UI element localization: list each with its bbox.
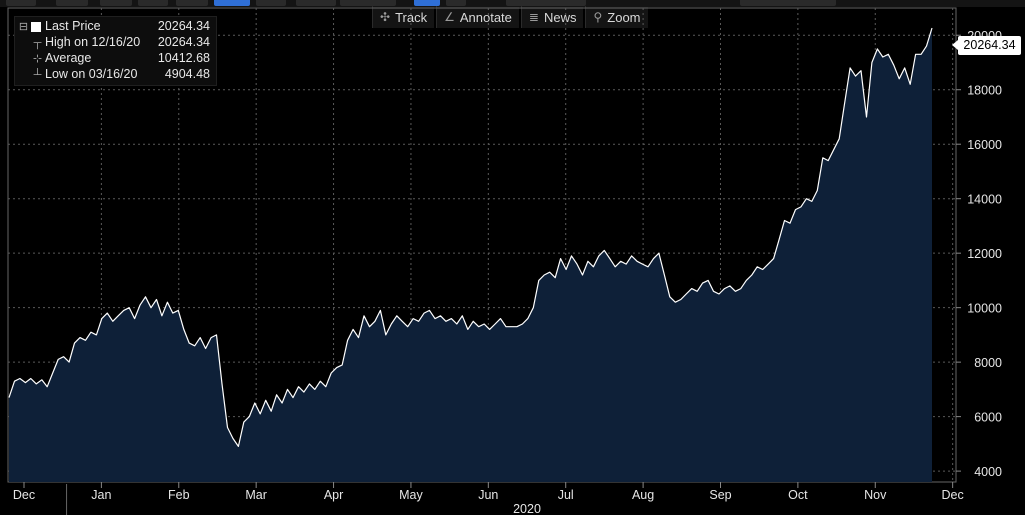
menu-button[interactable] <box>176 0 208 6</box>
menu-button[interactable] <box>340 0 396 6</box>
last-value-tag: 20264.34 <box>952 36 1021 55</box>
chart-legend: ⊟ Last Price 20264.34 ┬ High on 12/16/20… <box>14 16 217 86</box>
menu-button[interactable] <box>296 0 336 6</box>
x-tick-label: Feb <box>168 488 190 502</box>
menu-button[interactable] <box>100 0 132 6</box>
y-tick-label: 14000 <box>967 193 1002 207</box>
x-tick-label: Oct <box>788 488 808 502</box>
x-tick-label: Sep <box>709 488 731 502</box>
series-swatch <box>31 22 41 32</box>
y-tick-label: 8000 <box>974 356 1002 370</box>
x-tick-label: Dec <box>942 488 964 502</box>
x-tick-label: Dec <box>13 488 35 502</box>
y-tick-label: 16000 <box>967 138 1002 152</box>
collapse-icon[interactable]: ⊟ <box>18 21 29 33</box>
year-label: 2020 <box>513 502 541 515</box>
x-tick-label: May <box>399 488 423 502</box>
legend-average-value: 10412.68 <box>157 51 210 65</box>
menu-button-active[interactable] <box>414 0 440 6</box>
price-line <box>8 27 933 447</box>
menu-button[interactable] <box>446 0 466 6</box>
magnifier-icon: ⚲ <box>593 10 603 24</box>
average-marker-icon: ⊹ <box>32 53 43 65</box>
legend-low-label: Low on 03/16/20 <box>45 67 138 81</box>
legend-last-price[interactable]: ⊟ Last Price 20264.34 <box>15 19 216 35</box>
zoom-label: Zoom <box>607 9 641 25</box>
pencil-icon: ∠ <box>444 10 455 24</box>
high-marker-icon: ┬ <box>33 37 42 49</box>
track-label: Track <box>395 9 428 25</box>
legend-low-value: 4904.48 <box>164 67 210 81</box>
x-tick-label: Nov <box>864 488 887 502</box>
y-tick-label: 12000 <box>967 247 1002 261</box>
news-button[interactable]: ≣ News <box>520 6 584 28</box>
x-tick-label: Aug <box>632 488 654 502</box>
price-area <box>9 28 932 482</box>
x-tick-label: Apr <box>324 488 343 502</box>
annotate-button[interactable]: ∠ Annotate <box>436 6 519 28</box>
x-tick-label: Mar <box>245 488 267 502</box>
menu-button[interactable] <box>56 0 88 6</box>
legend-average: ⊹ Average 10412.68 <box>15 51 216 67</box>
x-tick-label: Jul <box>558 488 574 502</box>
annotate-label: Annotate <box>459 9 512 25</box>
x-tick-label: Jan <box>91 488 111 502</box>
menu-button[interactable] <box>138 0 168 6</box>
top-menu-strip <box>0 0 1025 7</box>
zoom-button[interactable]: ⚲ Zoom <box>585 6 648 28</box>
low-marker-icon: ┴ <box>33 69 42 81</box>
menu-button[interactable] <box>506 0 586 6</box>
y-tick-label: 6000 <box>974 411 1002 425</box>
y-tick-label: 18000 <box>967 84 1002 98</box>
legend-last-price-value: 20264.34 <box>157 19 210 33</box>
news-icon: ≣ <box>528 10 539 24</box>
legend-last-price-label: Last Price <box>45 19 101 33</box>
y-tick-label: 10000 <box>967 302 1002 316</box>
x-tick-label: Jun <box>478 488 498 502</box>
legend-high-label: High on 12/16/20 <box>45 35 141 49</box>
legend-low: ┴ Low on 03/16/20 4904.48 <box>15 67 216 83</box>
legend-high: ┬ High on 12/16/20 20264.34 <box>15 35 216 51</box>
track-button[interactable]: ✣ Track <box>372 6 435 28</box>
news-label: News <box>543 9 577 25</box>
y-tick-label: 4000 <box>974 465 1002 479</box>
legend-average-label: Average <box>45 51 92 65</box>
chart-toolbar: ✣ Track ∠ Annotate ≣ News ⚲ Zoom <box>372 6 648 28</box>
crosshair-icon: ✣ <box>380 10 391 24</box>
menu-button[interactable] <box>740 0 836 6</box>
menu-button[interactable] <box>256 0 286 6</box>
menu-button-active[interactable] <box>214 0 250 6</box>
legend-high-value: 20264.34 <box>157 35 210 49</box>
menu-button[interactable] <box>6 0 36 6</box>
